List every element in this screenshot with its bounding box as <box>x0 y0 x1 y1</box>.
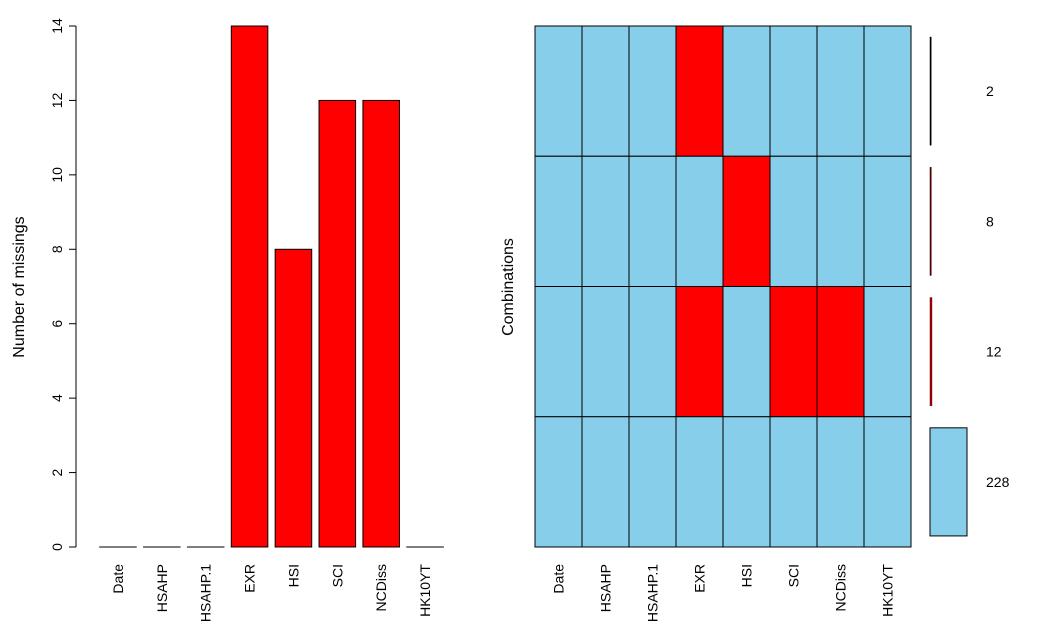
pattern-cell <box>863 25 912 157</box>
frequency-count-label: 8 <box>986 213 994 229</box>
x-tick-label: HSAHP.1 <box>645 564 661 622</box>
bar-hsi <box>274 248 313 548</box>
frequency-count-label: 12 <box>986 344 1002 360</box>
x-tick-label: HSI <box>739 564 755 587</box>
pattern-cell <box>863 416 912 548</box>
pattern-cell <box>581 416 630 548</box>
pattern-cell <box>816 286 865 418</box>
frequency-count-label: 228 <box>986 474 1010 490</box>
frequency-count-label: 2 <box>986 83 994 99</box>
pattern-cell <box>628 155 677 287</box>
x-tick-label: SCI <box>329 564 345 587</box>
pattern-cell <box>628 25 677 157</box>
pattern-cell <box>534 155 583 287</box>
x-tick-label: HSI <box>285 564 301 587</box>
missing-pattern-heatmap: Combinations Date HSAHP HSAHP.1 EXR HSI SCI NC… <box>500 25 1010 623</box>
frequency-bars <box>929 36 968 537</box>
x-tick-label: HSAHP.1 <box>198 564 214 622</box>
x-tick-label: HSAHP <box>154 564 170 612</box>
bar-sci <box>318 99 357 548</box>
x-tick-label: SCI <box>786 564 802 587</box>
pattern-cell <box>534 286 583 418</box>
x-tick-label: Date <box>110 564 126 594</box>
pattern-cell <box>722 286 771 418</box>
pattern-cell <box>863 286 912 418</box>
pattern-cell <box>675 286 724 418</box>
pattern-cell <box>722 155 771 287</box>
x-tick-label: EXR <box>242 564 258 593</box>
pattern-cell <box>581 155 630 287</box>
x-tick-label: NCDiss <box>833 564 849 611</box>
pattern-cell <box>675 416 724 548</box>
y-tick-label: 8 <box>49 245 65 253</box>
pattern-cell <box>769 155 818 287</box>
x-tick-label: EXR <box>692 564 708 593</box>
y-tick-label: 6 <box>49 320 65 328</box>
y-tick-label: 14 <box>49 18 65 34</box>
pattern-cell <box>675 25 724 157</box>
frequency-bar <box>929 167 932 276</box>
pattern-grid <box>534 25 912 548</box>
pattern-cell <box>534 416 583 548</box>
pattern-cell <box>816 25 865 157</box>
x-tick-label: HK10YT <box>417 564 433 617</box>
pattern-cell <box>628 416 677 548</box>
x-tick-label: HK10YT <box>880 564 896 617</box>
pattern-cell <box>816 416 865 548</box>
pattern-cell <box>581 25 630 157</box>
pattern-cell <box>534 25 583 157</box>
pattern-cell <box>722 25 771 157</box>
y-tick-label: 0 <box>49 543 65 551</box>
x-tick-label: Date <box>551 564 567 594</box>
y-axis: 0 2 4 6 8 10 12 14 <box>49 18 77 551</box>
frequency-bar <box>929 427 968 537</box>
y-axis-label-combinations: Combinations <box>500 238 517 336</box>
x-tick-label: HSAHP <box>598 564 614 612</box>
pattern-cell <box>722 416 771 548</box>
bars <box>99 25 444 548</box>
bar-ncdiss <box>362 99 400 548</box>
missing-count-bar-chart: Number of missings 0 2 4 6 8 10 12 14 Date HSAHP… <box>11 18 444 623</box>
pattern-cell <box>769 286 818 418</box>
pattern-cell <box>769 416 818 548</box>
pattern-cell <box>628 286 677 418</box>
x-tick-label: NCDiss <box>373 564 389 611</box>
frequency-bar <box>929 36 932 146</box>
pattern-cell <box>863 155 912 287</box>
y-tick-label: 12 <box>49 92 65 108</box>
pattern-cell <box>816 155 865 287</box>
bar-exr <box>230 25 269 548</box>
pattern-cell <box>581 286 630 418</box>
y-tick-label: 4 <box>49 394 65 402</box>
y-tick-label: 10 <box>49 167 65 183</box>
x-tick-labels: Date HSAHP HSAHP.1 EXR HSI SCI NCDiss HK10YT <box>110 564 433 623</box>
x-tick-labels: Date HSAHP HSAHP.1 EXR HSI SCI NCDiss HK10YT <box>551 564 896 623</box>
pattern-cell <box>675 155 724 287</box>
y-tick-label: 2 <box>49 468 65 476</box>
frequency-count-labels: 2 8 12 228 <box>986 83 1010 490</box>
y-axis-label: Number of missings <box>11 216 28 357</box>
frequency-bar <box>929 297 933 406</box>
pattern-cell <box>769 25 818 157</box>
